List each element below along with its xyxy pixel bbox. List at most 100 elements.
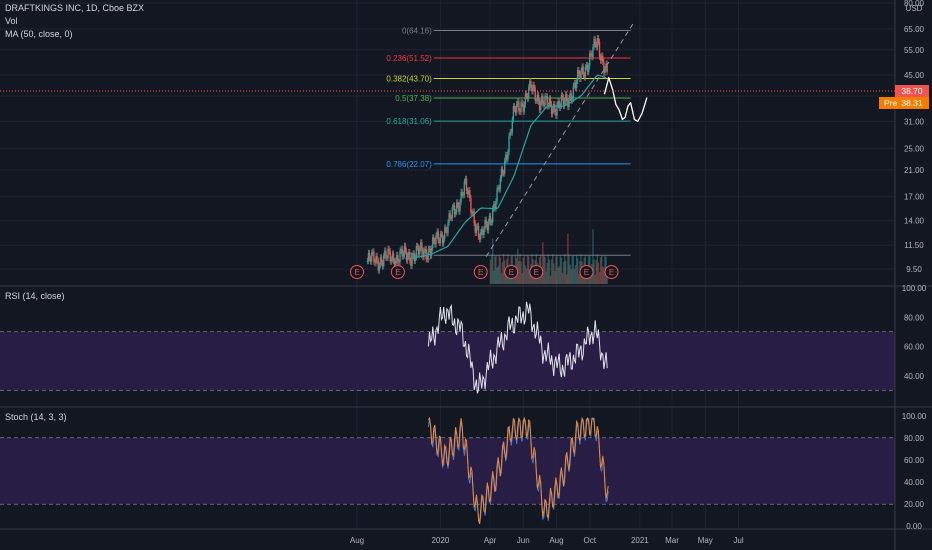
volume-bar — [524, 265, 527, 284]
volume-bar — [557, 267, 559, 284]
candle-body — [549, 98, 552, 105]
volume-bar — [529, 270, 531, 284]
candle-body — [387, 248, 389, 258]
candle-body — [585, 65, 588, 67]
candle-body — [417, 247, 420, 255]
price-tick-label: 31.00 — [904, 117, 925, 126]
candle-body — [521, 102, 523, 104]
candle-body — [545, 96, 547, 98]
candle-body — [604, 69, 606, 74]
symbol-title: DRAFTKINGS INC, 1D, Cboe BZX — [5, 3, 144, 13]
volume-bar — [545, 271, 547, 284]
fib-level-label: 0.382(43.70) — [386, 75, 432, 84]
candle-body — [494, 204, 496, 209]
candle-body — [499, 178, 502, 190]
earnings-marker — [473, 265, 488, 279]
candle-body — [541, 96, 543, 103]
stoch-d-path — [427, 416, 609, 524]
candle-body — [548, 98, 551, 106]
price-tick-label: 80.00 — [904, 0, 925, 8]
volume-bar — [559, 254, 561, 284]
candle-body — [377, 260, 379, 271]
candle-body — [421, 242, 423, 251]
candle-body — [450, 217, 452, 219]
candle-body — [605, 63, 607, 70]
volume-bar — [495, 255, 497, 284]
candle-body — [486, 224, 488, 231]
candle-body — [505, 154, 507, 161]
candle-body — [543, 103, 545, 106]
ma-line — [416, 74, 607, 258]
candle-body — [525, 93, 528, 97]
volume-bar — [571, 256, 573, 284]
volume-bar — [502, 254, 505, 284]
pre-label: Pre — [884, 98, 898, 108]
fib-level-label: 0.786(22.07) — [386, 160, 432, 169]
candle-body — [392, 253, 395, 261]
candle-body — [461, 191, 463, 196]
candle-body — [488, 215, 491, 222]
volume-bar — [553, 263, 555, 284]
earnings-marker — [350, 265, 364, 279]
volume-bar — [496, 267, 498, 284]
volume-bar — [573, 269, 576, 284]
volume-bar — [543, 255, 545, 284]
candle-body — [515, 103, 518, 113]
candle-body — [493, 204, 495, 209]
candle-body — [465, 178, 468, 191]
candle-body — [482, 229, 484, 235]
projection-path[interactable] — [603, 77, 648, 123]
candle-body — [424, 248, 426, 251]
candle-body — [529, 81, 531, 88]
fib-level-label: 0.618(31.06) — [386, 117, 432, 126]
candle-body — [587, 66, 590, 73]
candle-body — [477, 225, 480, 237]
volume-bar — [567, 233, 569, 284]
candle-body — [508, 135, 510, 153]
candle-body — [457, 202, 459, 206]
candle-body — [414, 257, 417, 261]
candle-body — [427, 248, 430, 260]
candle-body — [536, 94, 539, 101]
candle-body — [557, 100, 559, 106]
candle-body — [372, 251, 374, 253]
candle-body — [555, 112, 557, 116]
volume-bar — [544, 256, 546, 284]
candle-body — [471, 212, 473, 214]
candle-body — [603, 62, 605, 74]
candle-body — [551, 109, 554, 115]
time-tick-label: Oct — [583, 536, 596, 545]
candle-body — [445, 227, 447, 230]
candle-body — [423, 250, 425, 258]
price-axis[interactable]: USD80.0065.0055.0045.0038.0031.0025.0021… — [902, 0, 927, 531]
trend-line[interactable] — [485, 23, 634, 257]
candle-body — [563, 101, 566, 106]
candle-body — [526, 96, 529, 99]
candle-body — [510, 131, 512, 133]
volume-bar — [551, 254, 554, 284]
candle-body — [502, 173, 505, 175]
volume-bar — [489, 259, 492, 284]
candle-body — [396, 254, 398, 261]
volume-bar — [525, 268, 528, 284]
candle-body — [444, 227, 446, 239]
volume-bar — [522, 257, 524, 284]
candle-body — [579, 73, 581, 79]
candle-body — [606, 63, 608, 72]
candle-body — [583, 74, 585, 78]
time-tick-label: 2021 — [631, 536, 649, 545]
time-tick-label: Jul — [733, 536, 743, 545]
price-tick-label: 17.00 — [904, 192, 925, 201]
candle-body — [393, 260, 396, 269]
candle-body — [514, 108, 517, 113]
time-axis[interactable]: Aug 2020 Apr Jun Aug Oct 2021 Mar May Jul — [350, 536, 744, 545]
candle-body — [483, 228, 485, 235]
candle-body — [389, 251, 391, 262]
candle-body — [460, 191, 462, 203]
price-tick-label: 14.00 — [904, 217, 925, 226]
volume-bar — [549, 275, 552, 284]
candle-body — [530, 81, 532, 88]
candle-body — [554, 104, 556, 113]
